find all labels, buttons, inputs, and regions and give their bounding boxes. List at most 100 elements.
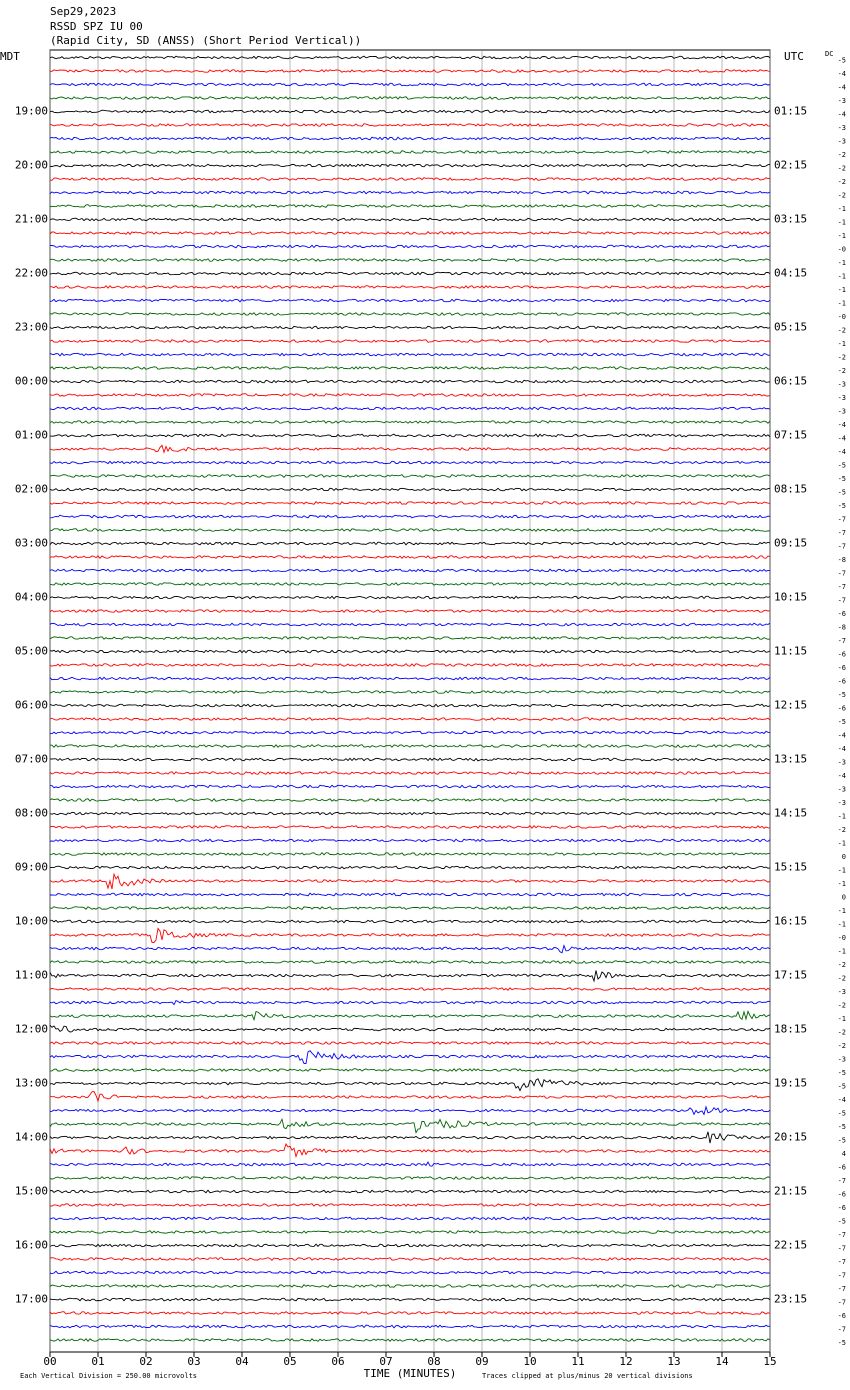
trace	[49, 1297, 771, 1302]
trace	[49, 744, 771, 748]
trace	[49, 568, 770, 573]
trace	[49, 285, 771, 289]
date: Sep29,2023	[50, 5, 116, 18]
dc-label: -3	[838, 799, 846, 807]
left-time-label: 22:00	[15, 267, 48, 280]
dc-label: -1	[838, 867, 846, 875]
trace	[49, 1203, 771, 1207]
dc-label: -5	[838, 1083, 846, 1091]
trace	[49, 352, 771, 357]
dc-label: -4	[838, 448, 846, 456]
trace	[49, 163, 771, 168]
right-time-label: 05:15	[774, 321, 807, 334]
trace	[49, 703, 771, 708]
trace	[49, 217, 771, 222]
dc-label: -1	[838, 340, 846, 348]
dc-label: -3	[838, 408, 846, 416]
dc-label: -5	[838, 691, 846, 699]
dc-label: -2	[838, 178, 846, 186]
dc-label: -1	[838, 286, 846, 294]
dc-label: -4	[838, 1096, 846, 1104]
dc-label: -6	[838, 610, 846, 618]
trace	[49, 1216, 771, 1221]
dc-label: -5	[838, 475, 846, 483]
left-time-label: 13:00	[15, 1077, 48, 1090]
left-time-label: 10:00	[15, 915, 48, 928]
trace	[49, 649, 771, 654]
left-time-label: 23:00	[15, 321, 48, 334]
trace	[49, 474, 771, 478]
dc-label: -7	[838, 529, 846, 537]
right-time-label: 09:15	[774, 537, 807, 550]
trace	[49, 379, 771, 384]
trace	[49, 444, 771, 454]
dc-label: -3	[838, 988, 846, 996]
x-tick-label: 09	[475, 1355, 488, 1368]
left-time-label: 11:00	[15, 969, 48, 982]
trace	[49, 244, 771, 249]
dc-label: -0	[838, 246, 846, 254]
trace	[49, 96, 771, 100]
scale-note: Each Vertical Division = 250.00 microvol…	[20, 1372, 197, 1380]
dc-label: -1	[838, 205, 846, 213]
trace	[49, 892, 771, 897]
dc-label: -5	[838, 1123, 846, 1131]
right-time-label: 14:15	[774, 807, 807, 820]
x-tick-label: 07	[379, 1355, 392, 1368]
dc-label: 4	[842, 1150, 846, 1158]
x-tick-label: 00	[43, 1355, 56, 1368]
dc-label: -4	[838, 84, 846, 92]
left-time-label: 17:00	[15, 1293, 48, 1306]
right-time-label: 19:15	[774, 1077, 807, 1090]
x-tick-label: 12	[619, 1355, 632, 1368]
left-time-label: 09:00	[15, 861, 48, 874]
trace	[49, 177, 771, 181]
trace	[49, 1284, 771, 1289]
x-tick-label: 05	[283, 1355, 296, 1368]
dc-label: -8	[838, 556, 846, 564]
dc-label: -1	[838, 880, 846, 888]
dc-label: -2	[838, 961, 846, 969]
dc-label: -1	[838, 259, 846, 267]
left-time-label: 16:00	[15, 1239, 48, 1252]
dc-label: -4	[838, 745, 846, 753]
trace	[49, 339, 771, 343]
dc-label: -7	[838, 543, 846, 551]
trace	[49, 541, 771, 546]
trace	[49, 1000, 771, 1006]
trace	[49, 420, 771, 424]
trace	[49, 757, 771, 762]
right-time-label: 12:15	[774, 699, 807, 712]
dc-label: -1	[838, 232, 846, 240]
dc-label: -1	[838, 813, 846, 821]
trace	[49, 555, 771, 560]
dc-label: -7	[838, 1231, 846, 1239]
dc-label: -2	[838, 975, 846, 983]
right-time-label: 01:15	[774, 105, 807, 118]
right-time-label: 18:15	[774, 1023, 807, 1036]
trace	[49, 609, 771, 613]
dc-label: -5	[838, 1069, 846, 1077]
right-time-label: 08:15	[774, 483, 807, 496]
right-time-label: 22:15	[774, 1239, 807, 1252]
dc-label: -5	[838, 502, 846, 510]
left-time-label: 03:00	[15, 537, 48, 550]
x-tick-label: 01	[91, 1355, 104, 1368]
trace	[49, 69, 771, 73]
right-time-label: 21:15	[774, 1185, 807, 1198]
trace	[49, 865, 771, 870]
x-tick-label: 11	[571, 1355, 584, 1368]
trace	[49, 82, 771, 87]
right-time-label: 03:15	[774, 213, 807, 226]
trace	[49, 271, 771, 276]
right-zone: UTC	[784, 50, 804, 63]
x-tick-label: 10	[523, 1355, 536, 1368]
trace	[49, 811, 771, 816]
dc-header: DC	[825, 50, 833, 58]
left-time-label: 08:00	[15, 807, 48, 820]
dc-label: -5	[838, 462, 846, 470]
trace	[49, 393, 771, 397]
trace	[49, 258, 771, 262]
left-time-label: 19:00	[15, 105, 48, 118]
